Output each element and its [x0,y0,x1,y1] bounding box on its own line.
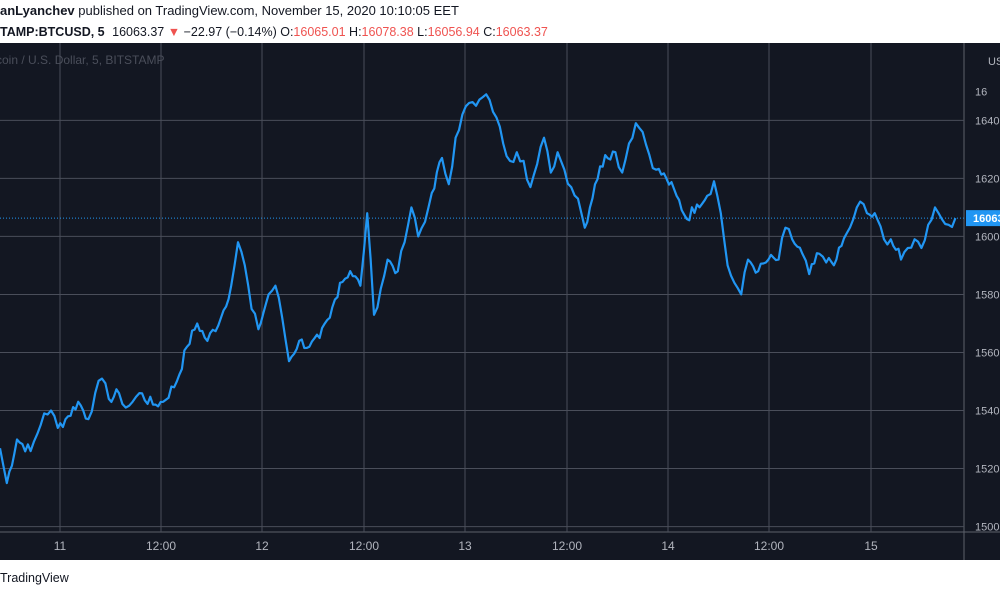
time-tick-label: 15 [864,539,878,553]
price-tick-label: 15600 [975,347,1000,359]
high-label: H: [349,25,362,39]
time-axis-labels: 11 12:00 12 12:00 13 12:00 14 12:00 15 [54,539,878,553]
time-tick-label: 14 [661,539,675,553]
grid-lines [0,43,964,532]
price-tag-background [966,210,1000,227]
ticker-symbol[interactable]: TAMP:BTCUSD, 5 [0,25,105,39]
price-tag: 16063 [966,210,1000,227]
chart-watermark: coin / U.S. Dollar, 5, BITSTAMP [0,53,165,67]
publish-header: anLyanchev published on TradingView.com,… [0,0,1000,22]
price-tick-label: 16200 [975,173,1000,185]
price-tick-label: 15200 [975,464,1000,476]
price-axis-background [964,43,1000,560]
time-tick-label: 13 [458,539,472,553]
price-tick-label: 16 [975,86,987,98]
ticker-bar: TAMP:BTCUSD, 5 16063.37 ▼ −22.97 (−0.14%… [0,22,1000,42]
price-tick-label: 16400 [975,115,1000,127]
publish-info: published on TradingView.com, November 1… [78,3,459,18]
author-name[interactable]: anLyanchev [0,3,75,18]
price-series-line [0,93,957,485]
time-tick-label: 12:00 [754,539,784,553]
last-price: 16063.37 [112,25,165,39]
currency-label: US [988,56,1000,68]
price-tick-label: 15000 [975,522,1000,534]
close-label: C: [483,25,496,39]
low-label: L: [417,25,428,39]
time-tick-label: 12:00 [146,539,176,553]
price-chart[interactable]: coin / U.S. Dollar, 5, BITSTAMP 16164001… [0,43,1000,560]
price-tick-label: 15800 [975,289,1000,301]
high-value: 16078.38 [361,25,414,39]
price-tag-label: 16063 [973,213,1000,225]
price-tick-label: 15400 [975,406,1000,418]
open-value: 16065.01 [293,25,346,39]
price-change: −22.97 (−0.14%) [183,25,277,39]
time-tick-label: 11 [54,539,67,553]
price-tick-label: 16000 [975,231,1000,243]
close-value: 16063.37 [495,25,548,39]
low-value: 16056.94 [427,25,480,39]
footer-brand[interactable]: TradingView [0,571,69,585]
price-axis-labels: 16 16400 16200 16000 15800 15600 15400 15200 150… [975,56,1000,534]
open-label: O: [280,25,294,39]
time-tick-label: 12:00 [349,539,379,553]
time-tick-label: 12:00 [552,539,582,553]
time-tick-label: 12 [255,539,269,553]
down-arrow-icon: ▼ [167,25,181,39]
